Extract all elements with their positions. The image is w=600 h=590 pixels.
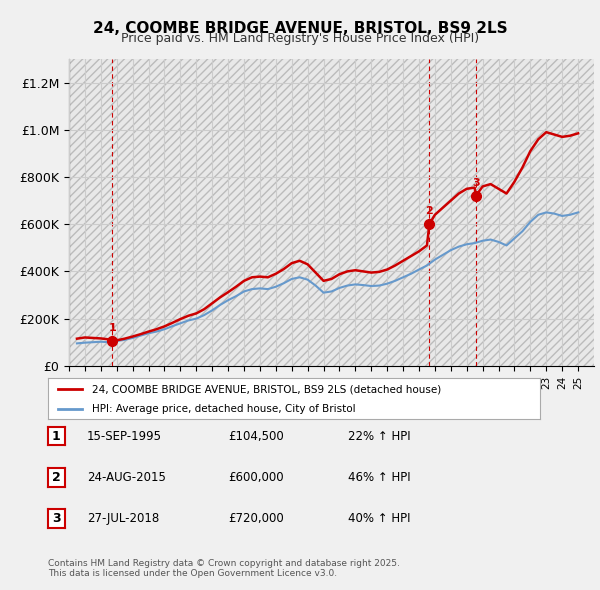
Text: 1: 1 (52, 430, 61, 442)
Text: £104,500: £104,500 (228, 430, 284, 442)
Text: £600,000: £600,000 (228, 471, 284, 484)
Text: Price paid vs. HM Land Registry's House Price Index (HPI): Price paid vs. HM Land Registry's House … (121, 32, 479, 45)
Text: £720,000: £720,000 (228, 512, 284, 525)
Text: 15-SEP-1995: 15-SEP-1995 (87, 430, 162, 442)
Text: 1: 1 (108, 323, 116, 333)
Text: 24, COOMBE BRIDGE AVENUE, BRISTOL, BS9 2LS (detached house): 24, COOMBE BRIDGE AVENUE, BRISTOL, BS9 2… (92, 384, 442, 394)
Text: 46% ↑ HPI: 46% ↑ HPI (348, 471, 410, 484)
Text: 40% ↑ HPI: 40% ↑ HPI (348, 512, 410, 525)
Text: HPI: Average price, detached house, City of Bristol: HPI: Average price, detached house, City… (92, 404, 356, 414)
Text: 3: 3 (472, 178, 479, 188)
Text: 22% ↑ HPI: 22% ↑ HPI (348, 430, 410, 442)
Text: 2: 2 (425, 206, 433, 216)
Text: 2: 2 (52, 471, 61, 484)
Text: 24-AUG-2015: 24-AUG-2015 (87, 471, 166, 484)
Text: Contains HM Land Registry data © Crown copyright and database right 2025.
This d: Contains HM Land Registry data © Crown c… (48, 559, 400, 578)
Text: 27-JUL-2018: 27-JUL-2018 (87, 512, 159, 525)
Text: 24, COOMBE BRIDGE AVENUE, BRISTOL, BS9 2LS: 24, COOMBE BRIDGE AVENUE, BRISTOL, BS9 2… (92, 21, 508, 35)
Text: 3: 3 (52, 512, 61, 525)
